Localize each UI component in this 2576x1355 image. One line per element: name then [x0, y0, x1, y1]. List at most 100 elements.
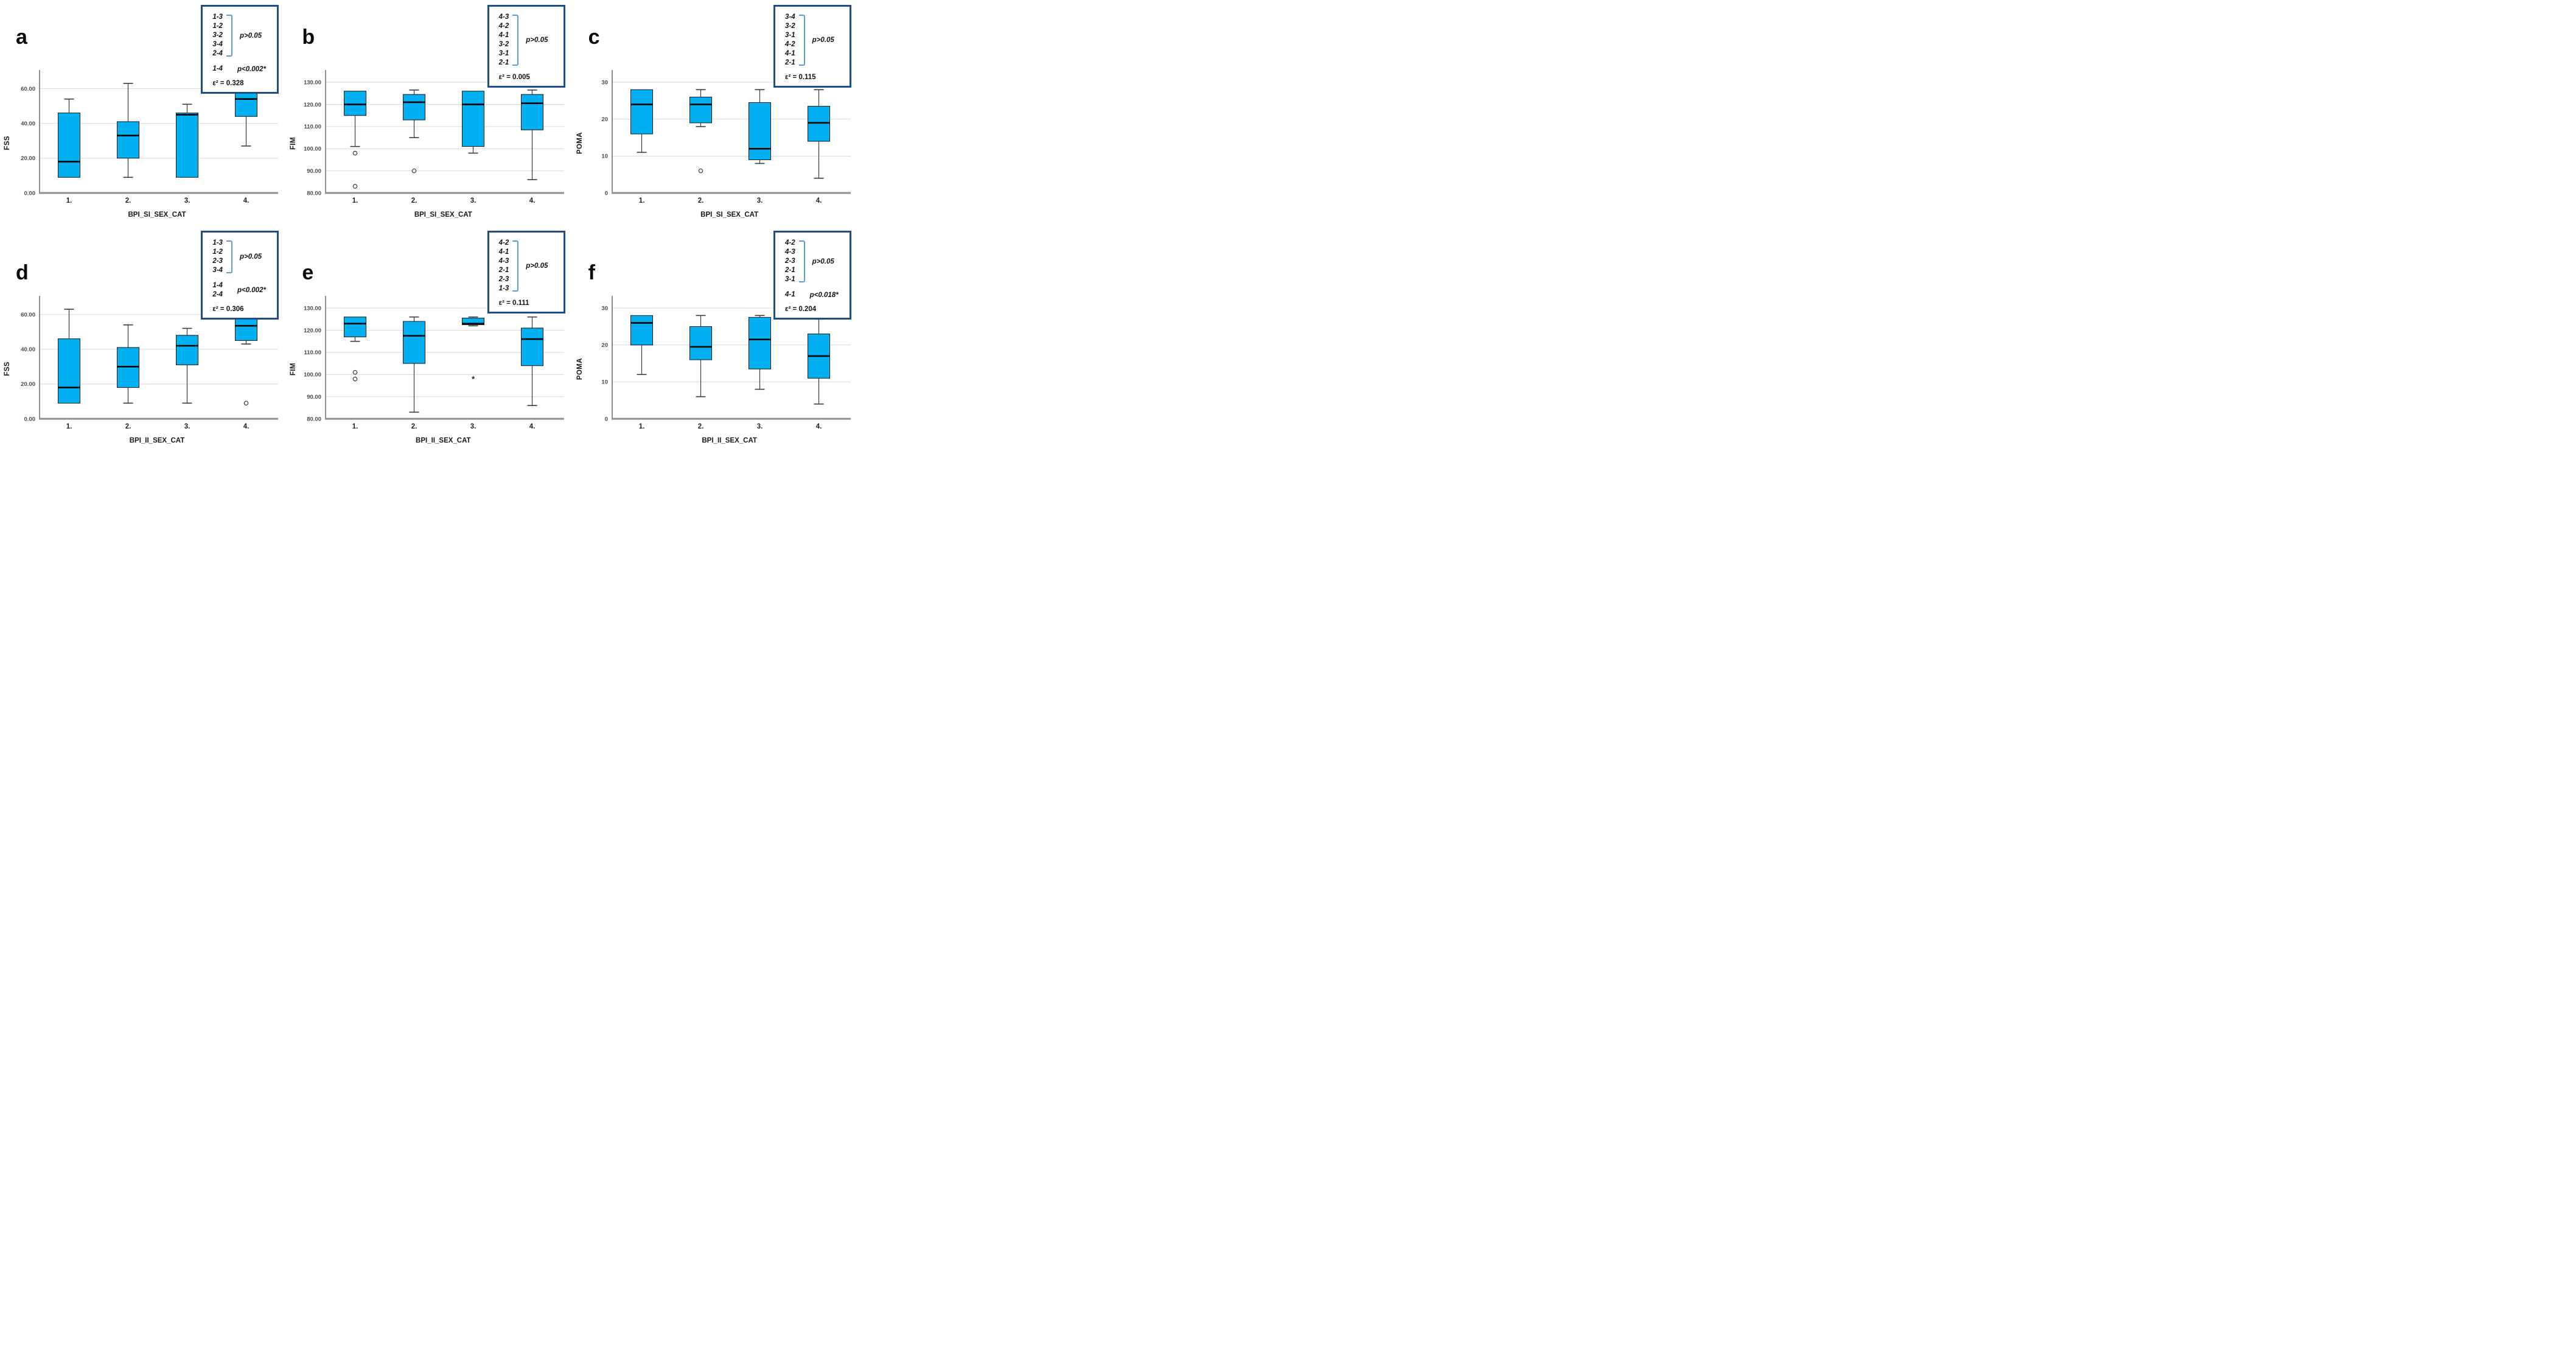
comparison-pair: 3-1 — [785, 32, 795, 39]
iqr-box — [462, 91, 485, 147]
iqr-box — [176, 113, 198, 178]
panel-letter: d — [16, 261, 29, 284]
comparison-group: 3-4 3-2 3-1 4-2 4-1 2-1 p>0.05 — [785, 13, 843, 68]
y-tick-label: 80.00 — [307, 190, 322, 197]
iqr-box — [117, 347, 139, 388]
iqr-box — [748, 317, 771, 369]
boxplot-svg: 0.00 20.00 40.00 60.00 1. 2. 3. 4. — [21, 70, 278, 205]
y-tick-label: 120.00 — [304, 102, 321, 108]
y-axis-label: FIM — [290, 362, 298, 376]
y-axis-label: FSS — [4, 136, 11, 150]
comparison-pair: 2-1 — [498, 59, 509, 66]
y-tick-label: 60.00 — [21, 312, 35, 318]
iqr-box — [58, 113, 80, 178]
iqr-box — [807, 106, 830, 142]
comparison-pair: 2-4 — [212, 50, 223, 57]
panel-c: c 3-4 3-2 3-1 4-2 4-1 2-1 p>0.05 ε² = 0.115 POM… — [573, 0, 859, 226]
comparison-pair: 4-2 — [498, 23, 509, 30]
comparison-pair: 2-3 — [785, 257, 795, 265]
comparison-pair: 4-3 — [498, 13, 509, 21]
box-group-1. — [58, 98, 80, 178]
boxplot-svg: 0 10 20 30 1. 2. 3. 4. — [601, 296, 851, 430]
x-tick-label: 2. — [411, 423, 417, 430]
y-tick-label: 10 — [601, 379, 608, 386]
significance-legend: 1-3 1-2 2-3 3-4 p>0.05 1-4 2-4 p<0.002* ε² = 0.3… — [201, 231, 279, 320]
iqr-box — [689, 326, 712, 360]
iqr-box — [462, 318, 485, 325]
box-group-2. — [117, 324, 139, 404]
boxplot-area: POMA 0 10 20 30 1. 2. 3. 4. BPI_II_SEX_CAT — [576, 293, 852, 444]
x-tick-label: 1. — [352, 423, 358, 430]
y-tick-label: 20.00 — [21, 381, 35, 388]
box-group-4. — [807, 318, 830, 405]
x-tick-label: 4. — [529, 423, 536, 430]
bracket-icon — [226, 240, 232, 273]
box-group-2. — [689, 89, 712, 173]
comparison-pair: 2-4 — [212, 291, 223, 298]
y-tick-label: 0.00 — [24, 416, 36, 422]
x-tick-label: 2. — [697, 423, 703, 430]
bracket-icon — [798, 240, 805, 282]
x-tick-label: 1. — [638, 197, 644, 205]
x-tick-label: 4. — [243, 423, 250, 430]
y-tick-label: 10 — [601, 153, 608, 160]
box-group-1. — [630, 315, 653, 376]
comparison-pair: 1-3 — [212, 239, 223, 247]
x-tick-label: 3. — [756, 197, 763, 205]
y-axis-label: POMA — [576, 131, 584, 155]
boxplot-area: FSS 0.00 20.00 40.00 60.00 1. 2. 3. 4. BPI_SI_S… — [4, 68, 279, 219]
box-group-3. — [748, 315, 771, 390]
y-tick-label: 80.00 — [307, 416, 322, 422]
y-tick-label: 120.00 — [304, 327, 321, 334]
y-tick-label: 90.00 — [307, 168, 322, 175]
outlier-circle — [698, 168, 703, 173]
iqr-box — [344, 317, 367, 337]
comparison-group: 4-1 p<0.018* — [785, 290, 843, 299]
comparison-group: 1-4 2-4 p<0.002* — [212, 281, 271, 299]
significance-legend: 4-2 4-3 2-3 2-1 3-1 p>0.05 4-1 p<0.018* ε² = 0.2… — [773, 231, 851, 320]
x-tick-label: 1. — [352, 197, 358, 205]
x-axis-title: BPI_II_SEX_CAT — [702, 437, 757, 444]
comparison-pair: 3-1 — [498, 50, 509, 57]
y-tick-label: 20 — [601, 116, 608, 123]
y-tick-label: 40.00 — [21, 121, 35, 127]
box-group-4. — [235, 309, 257, 406]
outlier-circle — [353, 150, 358, 156]
epsilon-squared-value: ε² = 0.115 — [785, 74, 816, 81]
comparison-pair: 3-4 — [212, 41, 223, 48]
p-value: p<0.002* — [237, 287, 266, 294]
y-tick-label: 30 — [601, 306, 608, 312]
x-tick-label: 2. — [125, 197, 131, 205]
box-group-4. — [521, 89, 544, 180]
iqr-box — [630, 89, 653, 135]
boxplot-svg: 0 10 20 30 1. 2. 3. 4. — [601, 70, 851, 205]
panel-letter: a — [16, 26, 27, 49]
y-tick-label: 110.00 — [304, 124, 322, 130]
y-tick-label: 0 — [604, 190, 607, 197]
comparison-group: 1-3 1-2 3-2 3-4 2-4 p>0.05 — [212, 13, 271, 58]
comparison-pair: 3-4 — [785, 13, 795, 21]
y-tick-label: 100.00 — [304, 372, 321, 379]
comparison-pair: 2-1 — [785, 267, 795, 274]
iqr-box — [176, 335, 198, 365]
boxplot-area: FSS 0.00 20.00 40.00 60.00 1. 2. 3. 4. BPI_II_S… — [4, 293, 279, 444]
x-tick-label: 4. — [243, 197, 250, 205]
comparison-pair: 1-4 — [212, 65, 223, 72]
box-group-3. — [462, 91, 485, 154]
panel-e: e 4-2 4-1 4-3 2-1 2-3 1-3 p>0.05 ε² = 0.111 FIM… — [286, 226, 572, 452]
p-value: p<0.002* — [237, 65, 266, 73]
p-value: p>0.05 — [812, 37, 834, 44]
boxplot-svg: 0.00 20.00 40.00 60.00 1. 2. 3. 4. — [21, 296, 278, 430]
comparison-pair: 3-2 — [212, 32, 223, 39]
y-tick-label: 20.00 — [21, 155, 35, 162]
panel-letter: b — [302, 26, 315, 49]
panel-letter: e — [302, 261, 314, 284]
bracket-icon — [798, 15, 805, 66]
outlier-circle — [412, 168, 417, 173]
box-group-3.: * — [462, 316, 485, 383]
y-axis-label: FIM — [290, 136, 298, 150]
box-group-1. — [630, 89, 653, 153]
boxplot-area: FIM 80.00 90.00 100.00 110.00 120.00 130.00 1.… — [290, 68, 565, 219]
boxplot-area: POMA 0 10 20 30 1. 2. 3. 4. BPI_SI_SEX_CAT — [576, 68, 852, 219]
outlier-circle — [243, 401, 249, 406]
